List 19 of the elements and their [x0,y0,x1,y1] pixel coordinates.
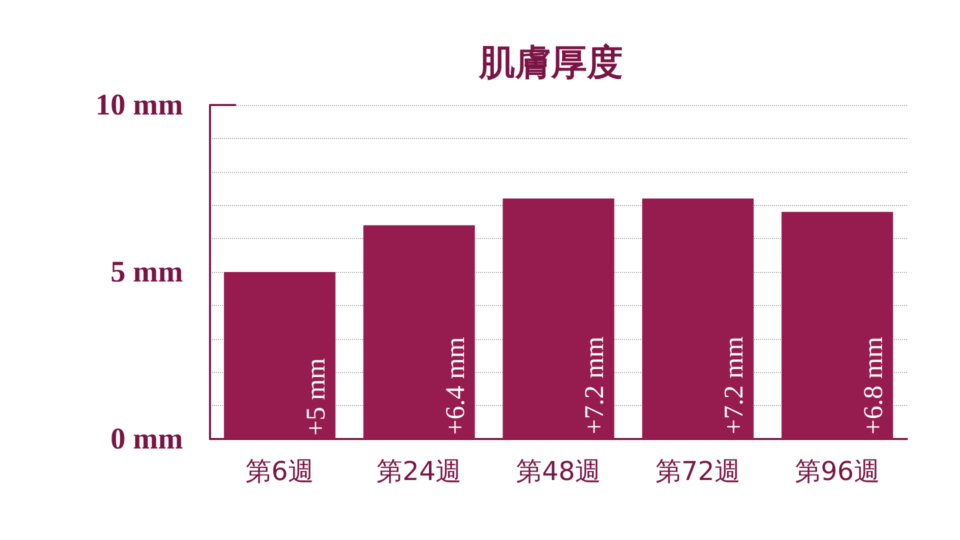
bar [224,272,336,439]
data-label: +5 mm [300,358,330,436]
data-label: +6.4 mm [440,336,470,435]
x-tick-label: 第6週 [245,457,314,487]
bar [782,212,894,439]
bar [642,198,754,439]
bar [502,198,614,439]
x-tick-label: 第96週 [794,457,880,487]
data-label: +7.2 mm [718,336,749,434]
x-tick-label: 第48週 [516,457,602,487]
bar [363,225,475,439]
y-tick-label: 10 mm [96,88,184,122]
data-label: +7.2 mm [579,336,610,434]
chart-title: 肌膚厚度 [478,42,623,84]
y-tick-label: 5 mm [110,256,184,288]
y-tick-label: 0 mm [110,422,184,456]
x-tick-label: 第72週 [655,457,740,487]
x-tick-label: 第24週 [376,457,462,487]
data-label: +6.8 mm [858,336,888,434]
